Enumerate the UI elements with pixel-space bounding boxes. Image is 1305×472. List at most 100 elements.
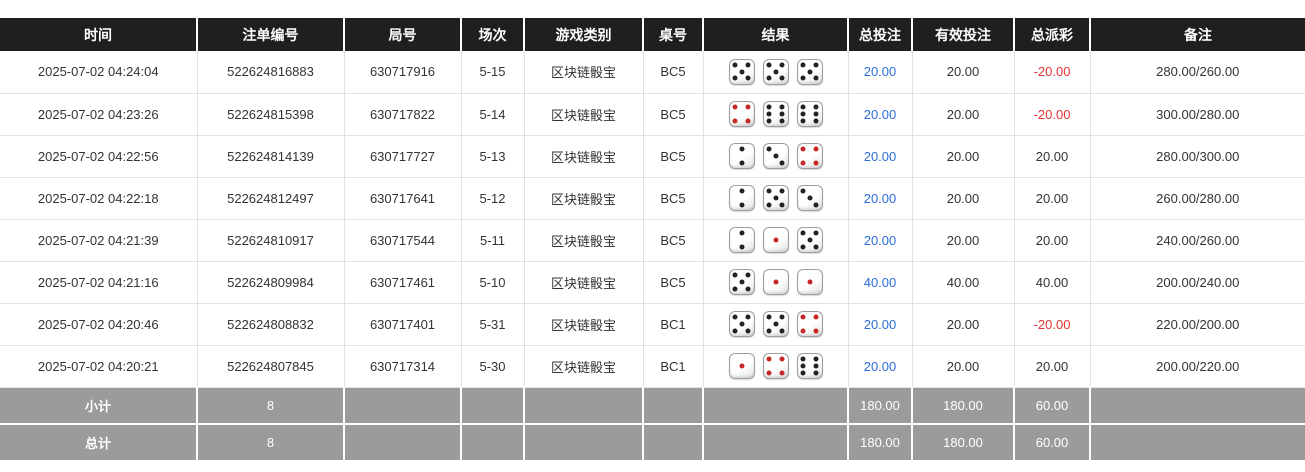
cell-round_id: 630717314 [344, 345, 462, 388]
die-pip [745, 104, 751, 110]
cell-dice-result [703, 219, 849, 262]
die-pip [779, 160, 785, 166]
die-pip [779, 188, 785, 194]
cell-payout: 20.00 [1014, 345, 1091, 388]
die-pip [739, 363, 744, 369]
die-pip [766, 356, 772, 362]
cell-total_bet: 40.00 [848, 261, 913, 304]
die-pip [813, 146, 819, 152]
die-pip [739, 188, 744, 194]
dice-6-icon [762, 101, 789, 127]
footer-cell-round_id [344, 387, 462, 425]
cell-remark: 240.00/260.00 [1090, 219, 1305, 262]
die-pip [732, 118, 738, 124]
die-pip [745, 62, 751, 68]
cell-dice-result [703, 51, 849, 94]
cell-bet_id: 522624815398 [197, 93, 345, 136]
column-header-table_no: 桌号 [643, 18, 704, 51]
table-body: 2025-07-02 04:24:04 522624816883 630717916… [0, 51, 1305, 388]
cell-bet_id: 522624812497 [197, 177, 345, 220]
cell-table_no: BC5 [643, 93, 704, 136]
cell-payout: 20.00 [1014, 135, 1091, 178]
cell-table_no: BC5 [643, 135, 704, 178]
footer-cell-game_type [524, 387, 644, 425]
cell-dice-result [703, 303, 849, 346]
footer-cell-payout: 60.00 [1014, 424, 1091, 462]
bet-history-panel: 时间 注单编号 局号 场次 游戏类别 桌号 结果 总投注 有效投注 总派彩 备注 2025-07-0… [0, 18, 1305, 462]
cell-round_id: 630717916 [344, 51, 462, 94]
cell-time: 2025-07-02 04:21:16 [0, 261, 198, 304]
die-pip [773, 321, 778, 327]
die-pip [800, 363, 806, 369]
die-pip [732, 104, 738, 110]
cell-dice-result [703, 93, 849, 136]
dice-4-icon [728, 101, 755, 127]
die-pip [779, 202, 785, 208]
cell-valid_bet: 20.00 [912, 219, 1015, 262]
cell-bet_id: 522624816883 [197, 51, 345, 94]
dice-1-icon [728, 353, 755, 379]
dice-1-icon [796, 269, 823, 295]
cell-bet_id: 522624808832 [197, 303, 345, 346]
die-pip [813, 202, 819, 208]
die-pip [766, 202, 772, 208]
die-pip [779, 104, 785, 110]
dice-3-icon [796, 185, 823, 211]
cell-remark: 280.00/300.00 [1090, 135, 1305, 178]
footer-cell-table_no [643, 424, 704, 462]
die-pip [800, 160, 806, 166]
die-pip [807, 195, 812, 201]
column-header-bet_id: 注单编号 [197, 18, 345, 51]
die-pip [745, 328, 751, 334]
column-header-valid_bet: 有效投注 [912, 18, 1015, 51]
die-pip [773, 153, 778, 159]
footer-cell-session [461, 387, 525, 425]
die-pip [813, 104, 819, 110]
die-pip [807, 69, 812, 75]
grand-total-row: 总计 8 180.00 180.00 60.00 [0, 424, 1305, 462]
die-pip [800, 356, 806, 362]
cell-total_bet: 20.00 [848, 303, 913, 346]
cell-valid_bet: 40.00 [912, 261, 1015, 304]
cell-total_bet: 20.00 [848, 51, 913, 94]
cell-payout: 20.00 [1014, 177, 1091, 220]
cell-game_type: 区块链骰宝 [524, 261, 644, 304]
die-pip [766, 62, 772, 68]
bet-row: 2025-07-02 04:21:39 522624810917 630717544… [0, 219, 1305, 262]
die-pip [773, 279, 778, 285]
die-pip [807, 279, 812, 285]
footer-cell-game_type [524, 424, 644, 462]
die-pip [766, 118, 772, 124]
footer-cell-table_no [643, 387, 704, 425]
cell-payout: 40.00 [1014, 261, 1091, 304]
die-pip [813, 111, 819, 117]
dice-5-icon [728, 269, 755, 295]
cell-game_type: 区块链骰宝 [524, 177, 644, 220]
cell-table_no: BC5 [643, 177, 704, 220]
die-pip [739, 160, 744, 166]
footer-cell-valid_bet: 180.00 [912, 387, 1015, 425]
die-pip [766, 104, 772, 110]
die-pip [800, 370, 806, 376]
dice-5-icon [728, 58, 755, 85]
footer-cell-result [703, 424, 849, 462]
cell-session: 5-13 [461, 135, 525, 178]
bet-row: 2025-07-02 04:22:18 522624812497 630717641… [0, 177, 1305, 220]
die-pip [745, 314, 751, 320]
footer-cell-label: 小计 [0, 387, 198, 425]
cell-time: 2025-07-02 04:23:26 [0, 93, 198, 136]
die-pip [779, 111, 785, 117]
bet-row: 2025-07-02 04:21:16 522624809984 630717461… [0, 261, 1305, 304]
die-pip [766, 75, 772, 81]
die-pip [739, 69, 744, 75]
cell-table_no: BC5 [643, 219, 704, 262]
cell-game_type: 区块链骰宝 [524, 93, 644, 136]
cell-bet_id: 522624810917 [197, 219, 345, 262]
column-header-time: 时间 [0, 18, 198, 51]
column-header-session: 场次 [461, 18, 525, 51]
cell-session: 5-14 [461, 93, 525, 136]
column-header-payout: 总派彩 [1014, 18, 1091, 51]
footer-cell-count: 8 [197, 424, 345, 462]
cell-dice-result [703, 261, 849, 304]
cell-valid_bet: 20.00 [912, 345, 1015, 388]
